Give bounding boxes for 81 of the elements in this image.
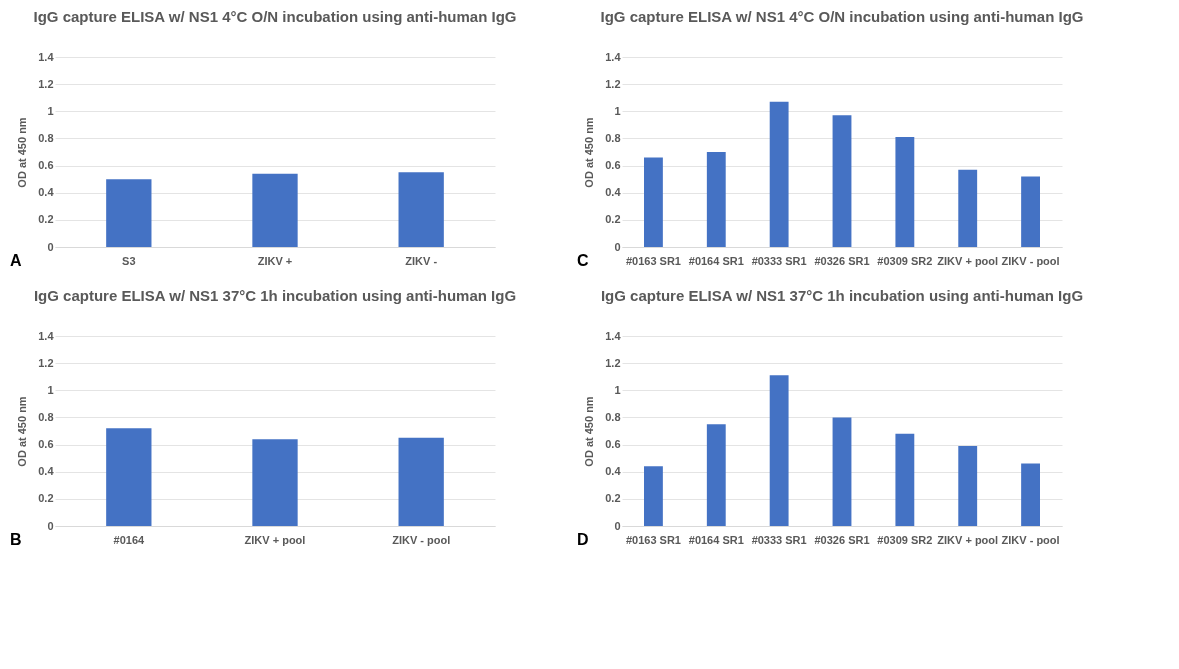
x-tick-label: #0326 SR1 xyxy=(814,254,870,267)
y-tick-label: 0.2 xyxy=(605,492,621,505)
bar xyxy=(706,152,726,247)
text: D xyxy=(577,531,589,548)
y-tick-label: 0.4 xyxy=(605,186,622,199)
x-tick-label: #0163 SR1 xyxy=(625,254,681,267)
y-tick-label: 0.2 xyxy=(605,213,621,226)
y-tick-label: 1.4 xyxy=(605,329,622,342)
x-tick-label: #0164 SR1 xyxy=(688,254,744,267)
y-tick-label: 0.6 xyxy=(38,159,54,172)
bar xyxy=(958,169,978,247)
x-tick-label: S3 xyxy=(122,254,136,267)
bar xyxy=(958,445,978,526)
x-tick-label: #0164 xyxy=(113,533,145,546)
y-tick-label: 0 xyxy=(614,519,621,532)
bar xyxy=(895,433,915,526)
y-tick-label: 0.2 xyxy=(38,492,54,505)
y-tick-label: 0 xyxy=(47,240,54,253)
x-tick-label: ZIKV - pool xyxy=(1001,533,1060,546)
chart-title: IgG capture ELISA w/ NS1 4°C O/N incubation using anti-human IgG xyxy=(33,8,517,25)
bar xyxy=(644,466,663,526)
y-axis-title: OD at 450 nm xyxy=(583,396,596,467)
y-tick-label: 1.4 xyxy=(605,50,622,63)
y-tick-label: 1 xyxy=(47,104,54,117)
y-tick-label: 1 xyxy=(614,104,621,117)
bar xyxy=(832,417,852,526)
y-tick-label: 1.2 xyxy=(38,77,54,90)
x-tick-label: ZIKV + pool xyxy=(937,533,999,546)
y-tick-label: 0.6 xyxy=(605,159,621,172)
bar xyxy=(1021,463,1040,526)
y-tick-label: 0.4 xyxy=(38,186,55,199)
y-tick-label: 0.6 xyxy=(38,438,54,451)
text: A xyxy=(10,252,22,269)
x-tick-label: #0164 SR1 xyxy=(688,533,744,546)
x-tick-label: #0333 SR1 xyxy=(751,254,807,267)
x-tick-label: #0333 SR1 xyxy=(751,533,807,546)
bar xyxy=(398,437,444,526)
bar xyxy=(832,115,852,247)
y-axis-title: OD at 450 nm xyxy=(583,117,596,188)
y-tick-label: 0 xyxy=(47,519,54,532)
x-tick-label: ZIKV + pool xyxy=(244,533,306,546)
y-tick-label: 1.2 xyxy=(605,77,621,90)
bar xyxy=(252,439,298,526)
x-tick-label: #0163 SR1 xyxy=(625,533,681,546)
y-tick-label: 0.8 xyxy=(605,410,621,423)
y-tick-label: 1.2 xyxy=(38,356,54,369)
bar xyxy=(106,428,152,526)
x-tick-label: ZIKV + pool xyxy=(937,254,999,267)
bar xyxy=(644,157,663,247)
y-tick-label: 0.8 xyxy=(605,131,621,144)
y-tick-label: 1.2 xyxy=(605,356,621,369)
x-tick-label: ZIKV - pool xyxy=(1001,254,1060,267)
chart-title: IgG capture ELISA w/ NS1 4°C O/N incubation using anti-human IgG xyxy=(600,8,1084,25)
x-tick-label: ZIKV - xyxy=(405,254,438,267)
y-tick-label: 0.4 xyxy=(605,465,622,478)
y-tick-label: 1.4 xyxy=(38,329,55,342)
y-tick-label: 1.4 xyxy=(38,50,55,63)
bar xyxy=(895,137,915,247)
bar xyxy=(706,424,726,526)
bar xyxy=(769,101,789,247)
x-tick-label: ZIKV + xyxy=(257,254,293,267)
y-tick-label: 0.2 xyxy=(38,213,54,226)
y-tick-label: 0.4 xyxy=(38,465,55,478)
text: B xyxy=(10,531,22,548)
x-tick-label: ZIKV - pool xyxy=(392,533,451,546)
y-tick-label: 0.8 xyxy=(38,410,54,423)
y-axis-title: OD at 450 nm xyxy=(16,117,29,188)
y-tick-label: 0.8 xyxy=(38,131,54,144)
y-axis-title: OD at 450 nm xyxy=(16,396,29,467)
bar xyxy=(1021,176,1040,247)
chart-title: IgG capture ELISA w/ NS1 37°C 1h incubation using anti-human IgG xyxy=(33,287,517,304)
x-tick-label: #0309 SR2 xyxy=(877,533,933,546)
bar xyxy=(769,375,789,526)
chart-title: IgG capture ELISA w/ NS1 37°C 1h incubation using anti-human IgG xyxy=(600,287,1084,304)
y-tick-label: 0 xyxy=(614,240,621,253)
y-tick-label: 1 xyxy=(614,383,621,396)
x-tick-label: #0326 SR1 xyxy=(814,533,870,546)
x-tick-label: #0309 SR2 xyxy=(877,254,933,267)
text: C xyxy=(577,252,589,269)
y-tick-label: 0.6 xyxy=(605,438,621,451)
y-tick-label: 1 xyxy=(47,383,54,396)
